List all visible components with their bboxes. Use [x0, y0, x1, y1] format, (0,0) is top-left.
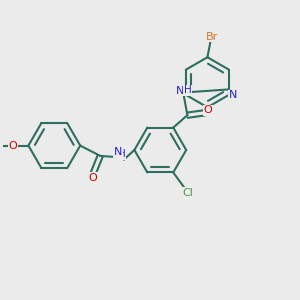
- Text: Br: Br: [206, 32, 218, 42]
- Text: H: H: [184, 85, 192, 95]
- Text: O: O: [88, 173, 97, 183]
- Text: O: O: [204, 106, 212, 116]
- Text: N: N: [229, 90, 237, 100]
- Text: H: H: [118, 149, 126, 159]
- Text: O: O: [9, 141, 17, 151]
- Text: Cl: Cl: [182, 188, 193, 198]
- Text: N: N: [114, 147, 122, 157]
- Text: N: N: [176, 86, 184, 96]
